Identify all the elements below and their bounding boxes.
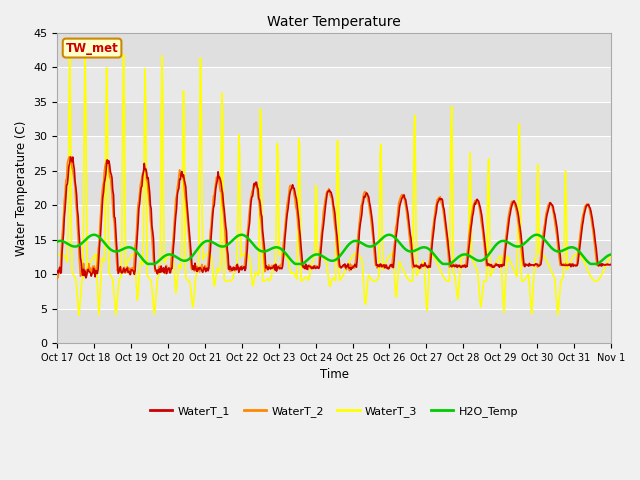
H2O_Temp	[144, 261, 152, 267]
WaterT_3	[381, 262, 388, 267]
WaterT_3	[75, 312, 83, 318]
WaterT_1	[177, 177, 184, 182]
WaterT_1	[54, 268, 61, 274]
Line: H2O_Temp: H2O_Temp	[58, 235, 611, 264]
Text: TW_met: TW_met	[66, 42, 118, 55]
Line: WaterT_2: WaterT_2	[58, 157, 611, 278]
WaterT_2	[557, 263, 564, 268]
WaterT_1	[607, 262, 614, 267]
WaterT_2	[54, 276, 61, 281]
WaterT_3	[66, 51, 74, 57]
H2O_Temp	[200, 239, 208, 245]
H2O_Temp	[327, 258, 335, 264]
WaterT_1	[82, 275, 90, 281]
WaterT_3	[558, 277, 566, 283]
WaterT_1	[558, 262, 566, 268]
X-axis label: Time: Time	[319, 369, 349, 382]
WaterT_2	[326, 193, 334, 199]
Bar	[58, 33, 611, 67]
WaterT_3	[327, 280, 335, 286]
H2O_Temp	[90, 232, 98, 238]
WaterT_2	[435, 195, 442, 201]
WaterT_3	[436, 265, 444, 271]
WaterT_1	[67, 154, 74, 160]
Legend: WaterT_1, WaterT_2, WaterT_3, H2O_Temp: WaterT_1, WaterT_2, WaterT_3, H2O_Temp	[146, 401, 522, 421]
Bar	[58, 309, 611, 343]
Title: Water Temperature: Water Temperature	[268, 15, 401, 29]
WaterT_3	[177, 264, 184, 270]
Line: WaterT_1: WaterT_1	[58, 157, 611, 278]
WaterT_2	[380, 265, 388, 271]
WaterT_1	[381, 264, 388, 270]
WaterT_3	[54, 253, 61, 259]
H2O_Temp	[436, 258, 444, 264]
WaterT_2	[176, 167, 184, 173]
WaterT_2	[66, 154, 74, 160]
Y-axis label: Water Temperature (C): Water Temperature (C)	[15, 120, 28, 256]
WaterT_2	[200, 265, 207, 271]
WaterT_3	[607, 253, 614, 259]
H2O_Temp	[381, 233, 388, 239]
WaterT_3	[200, 254, 208, 260]
H2O_Temp	[177, 257, 184, 263]
WaterT_1	[200, 264, 208, 270]
Bar	[58, 102, 611, 136]
WaterT_1	[436, 196, 444, 202]
WaterT_1	[327, 189, 335, 195]
H2O_Temp	[607, 252, 614, 257]
WaterT_2	[607, 261, 614, 267]
Line: WaterT_3: WaterT_3	[58, 54, 611, 315]
Bar	[58, 240, 611, 274]
H2O_Temp	[558, 248, 566, 254]
H2O_Temp	[54, 239, 61, 244]
Bar	[58, 171, 611, 205]
